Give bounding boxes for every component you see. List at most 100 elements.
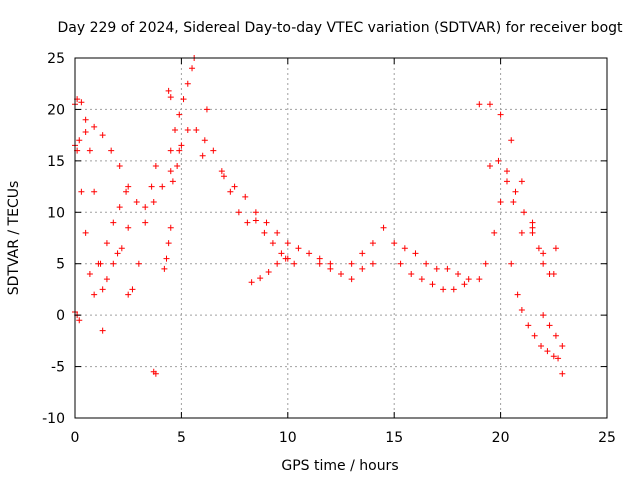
data-point — [203, 106, 210, 113]
data-point — [123, 188, 130, 195]
data-point — [423, 260, 430, 267]
series-track-k — [150, 368, 159, 377]
data-point — [118, 245, 125, 252]
x-tick-label: 5 — [177, 430, 186, 446]
data-point — [193, 127, 200, 133]
data-point — [76, 317, 83, 324]
data-point — [116, 163, 123, 169]
data-point — [150, 199, 157, 205]
data-point — [546, 271, 553, 277]
data-point — [265, 268, 272, 275]
data-point — [167, 94, 174, 101]
y-tick-label: 10 — [47, 205, 65, 221]
data-point — [169, 178, 176, 185]
data-point — [167, 147, 174, 154]
data-point — [152, 163, 159, 169]
data-point — [359, 250, 366, 257]
data-point — [176, 111, 183, 118]
data-point — [550, 353, 557, 360]
series-track-s — [476, 101, 557, 277]
series-track-p — [316, 255, 376, 283]
data-point — [235, 209, 242, 216]
data-point — [82, 129, 89, 136]
data-point — [86, 271, 93, 277]
data-point — [338, 271, 344, 277]
data-point — [327, 260, 334, 267]
axis-ticks: 0 5 10 15 20 25 -10 -5 0 5 10 15 20 25 — [42, 51, 616, 446]
data-point — [544, 348, 551, 355]
data-points — [72, 55, 566, 377]
series-track-m — [220, 173, 291, 247]
data-point — [248, 279, 255, 286]
data-point — [91, 291, 98, 298]
data-point — [252, 217, 259, 224]
x-tick-label: 25 — [598, 430, 616, 446]
data-point — [291, 260, 298, 267]
data-point — [316, 255, 323, 262]
data-point — [540, 250, 547, 257]
data-point — [476, 101, 483, 108]
series-track-f — [125, 163, 159, 298]
data-point — [306, 250, 313, 257]
data-point — [220, 173, 227, 180]
data-point — [142, 204, 149, 211]
data-point — [91, 188, 98, 195]
data-point — [412, 250, 419, 257]
data-point — [129, 286, 136, 293]
data-point — [482, 260, 489, 267]
data-point — [512, 188, 519, 195]
series-track-u — [486, 157, 536, 236]
data-point — [540, 260, 547, 267]
grid — [75, 58, 607, 418]
data-point — [252, 209, 259, 216]
series-track-i — [169, 142, 185, 185]
series-track-t — [482, 178, 525, 267]
data-point — [174, 163, 181, 169]
data-point — [531, 332, 538, 339]
data-point — [97, 260, 104, 267]
data-point — [99, 286, 106, 293]
data-point — [165, 87, 172, 94]
data-point — [401, 245, 408, 252]
data-point — [461, 281, 468, 288]
series-track-n — [248, 255, 289, 286]
data-point — [529, 224, 536, 231]
data-point — [552, 245, 559, 252]
data-point — [282, 255, 289, 262]
data-point — [210, 147, 217, 154]
data-point — [538, 343, 545, 349]
data-point — [518, 307, 525, 313]
data-point — [78, 99, 85, 106]
data-point — [433, 265, 440, 272]
data-point — [491, 229, 498, 236]
data-point — [486, 101, 493, 108]
data-point — [263, 219, 270, 226]
y-tick-label: -10 — [42, 411, 65, 427]
data-point — [278, 250, 285, 257]
data-point — [110, 260, 117, 267]
data-point — [450, 286, 457, 293]
data-point — [91, 123, 98, 130]
data-point — [397, 260, 404, 267]
data-point — [172, 127, 179, 133]
data-point — [503, 178, 510, 185]
data-point — [391, 240, 398, 247]
y-axis-label: SDTVAR / TECUs — [6, 181, 22, 296]
series-track-h — [167, 55, 198, 154]
data-point — [525, 322, 532, 329]
data-point — [125, 183, 132, 190]
data-point — [110, 219, 117, 226]
data-point — [99, 327, 106, 334]
series-track-g — [161, 224, 174, 272]
data-point — [514, 291, 521, 298]
data-point — [82, 116, 89, 123]
data-point — [476, 276, 483, 283]
data-point — [408, 271, 415, 277]
data-point — [261, 229, 268, 236]
data-point — [510, 199, 517, 205]
data-point — [559, 343, 566, 349]
data-point — [218, 168, 225, 175]
data-point — [465, 276, 472, 283]
data-point — [189, 65, 196, 72]
